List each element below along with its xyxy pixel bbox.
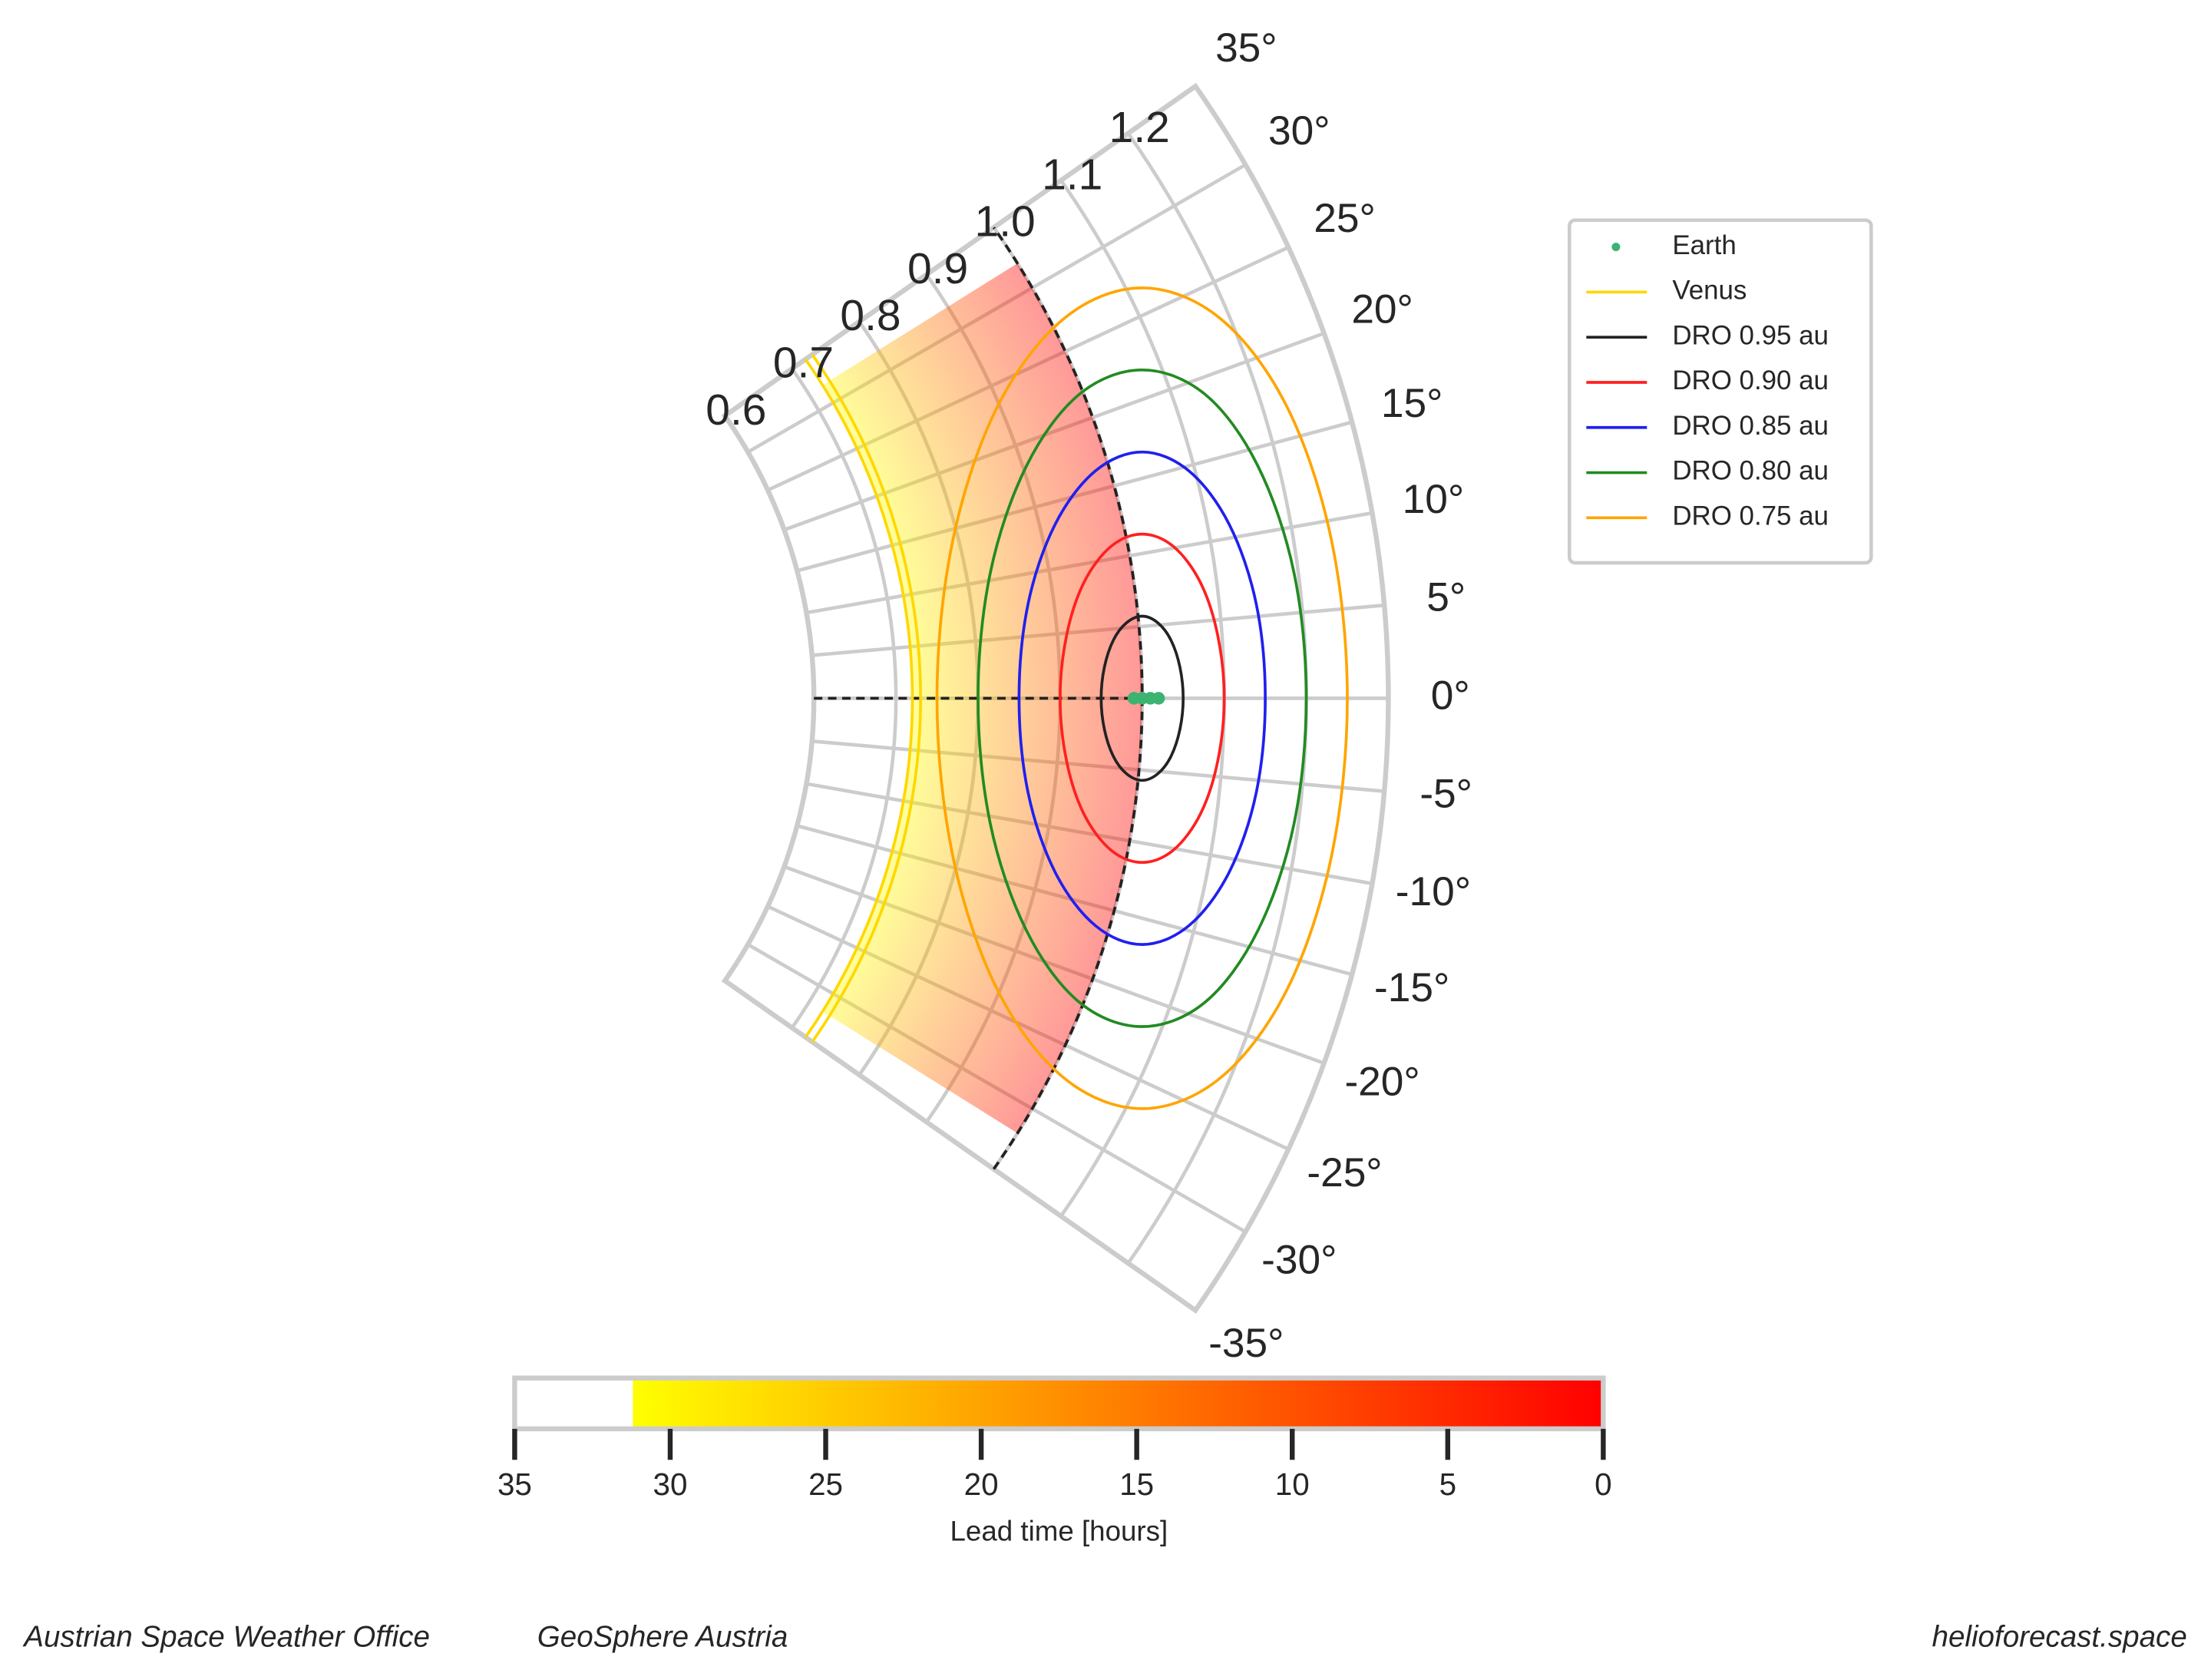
colorbar-tick-label: 10 bbox=[1275, 1467, 1310, 1502]
r-grid-line bbox=[723, 415, 816, 982]
legend-frame bbox=[1567, 218, 1873, 565]
earth-point bbox=[1152, 692, 1165, 705]
theta-tick-label: -10° bbox=[1396, 869, 1471, 914]
theta-tick-label: 35° bbox=[1215, 25, 1277, 71]
theta-tick-label: -35° bbox=[1208, 1321, 1284, 1366]
legend-label: Earth bbox=[1672, 230, 1736, 260]
theta-tick-label: -20° bbox=[1344, 1059, 1419, 1104]
colorbar-tick-label: 5 bbox=[1439, 1467, 1456, 1502]
legend: Earth Venus DRO 0.95 au DRO 0.90 au DRO 0.85… bbox=[1567, 218, 1873, 565]
dro-orbit bbox=[1059, 532, 1226, 865]
r-tick-label: 0.7 bbox=[773, 339, 834, 388]
lead-time-region bbox=[822, 263, 1142, 1133]
footer-left: Austrian Space Weather Office bbox=[22, 1621, 430, 1654]
legend-label: DRO 0.85 au bbox=[1672, 411, 1829, 441]
r-tick-label: 0.8 bbox=[840, 291, 901, 340]
r-tick-label: 1.1 bbox=[1042, 150, 1102, 199]
theta-tick-label: 10° bbox=[1403, 477, 1465, 522]
theta-tick-label: -30° bbox=[1261, 1238, 1337, 1283]
legend-label: DRO 0.90 au bbox=[1672, 365, 1829, 395]
dro-orbit bbox=[1099, 614, 1185, 782]
theta-tick-label: 25° bbox=[1314, 196, 1376, 241]
r-tick-label: 0.6 bbox=[706, 385, 766, 435]
footer-middle: GeoSphere Austria bbox=[537, 1621, 788, 1654]
theta-tick-label: -5° bbox=[1419, 772, 1472, 817]
dro-orbit bbox=[935, 286, 1349, 1110]
theta-tick-label: 0° bbox=[1431, 673, 1470, 718]
colorbar-frame bbox=[512, 1375, 1606, 1432]
colorbar-tick-label: 30 bbox=[653, 1467, 688, 1502]
footer-right: helioforecast.space bbox=[1932, 1621, 2187, 1654]
theta-tick-label: 5° bbox=[1426, 574, 1466, 620]
polar-frame bbox=[721, 82, 1391, 1314]
legend-label: DRO 0.75 au bbox=[1672, 501, 1829, 531]
colorbar-tick-label: 20 bbox=[964, 1467, 999, 1502]
dro-orbit bbox=[1017, 450, 1267, 946]
r-grid-line bbox=[790, 367, 898, 1029]
planet-orbit bbox=[804, 353, 922, 1043]
legend-label: DRO 0.80 au bbox=[1672, 456, 1829, 486]
theta-tick-label: -15° bbox=[1374, 965, 1449, 1010]
colorbar-tick-label: 35 bbox=[497, 1467, 532, 1502]
r-tick-label: 1.0 bbox=[975, 197, 1036, 246]
theta-tick-label: -25° bbox=[1307, 1150, 1382, 1196]
colorbar-tick-label: 0 bbox=[1595, 1467, 1611, 1502]
r-tick-label: 0.9 bbox=[907, 244, 968, 293]
theta-tick-label: 30° bbox=[1268, 108, 1330, 154]
colorbar-tick-label: 15 bbox=[1119, 1467, 1154, 1502]
r-tick-label: 1.2 bbox=[1109, 103, 1170, 152]
theta-tick-label: 20° bbox=[1351, 287, 1413, 332]
colorbar-gradient bbox=[633, 1377, 1604, 1429]
legend-label: Venus bbox=[1672, 276, 1747, 306]
colorbar-tick-label: 25 bbox=[808, 1467, 843, 1502]
theta-tick-label: 15° bbox=[1381, 381, 1443, 426]
dro-orbit bbox=[977, 368, 1308, 1028]
legend-label: DRO 0.95 au bbox=[1672, 320, 1829, 350]
legend-marker bbox=[1611, 243, 1621, 252]
colorbar-label: Lead time [hours] bbox=[950, 1515, 1168, 1546]
